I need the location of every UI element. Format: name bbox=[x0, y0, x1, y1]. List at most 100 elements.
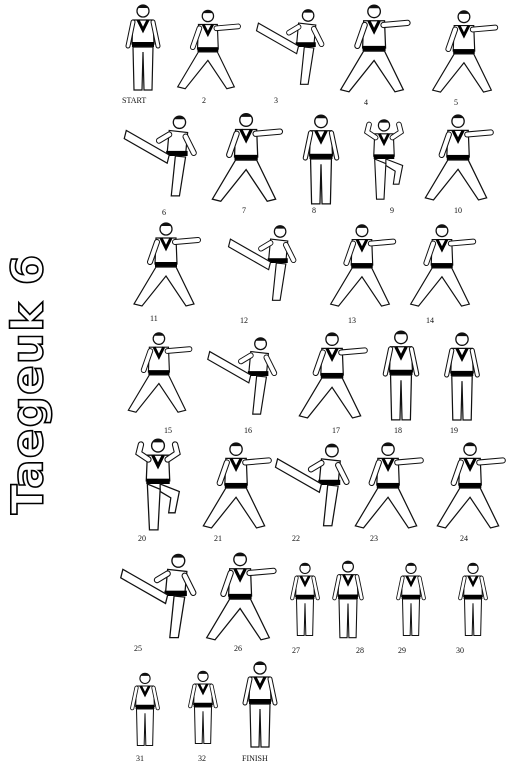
figure-drawing bbox=[125, 4, 161, 91]
figure-step bbox=[288, 552, 322, 646]
figure-step bbox=[290, 330, 370, 422]
figure-drawing bbox=[176, 9, 241, 90]
step-label: 13 bbox=[348, 316, 356, 325]
figure-step bbox=[116, 436, 200, 532]
form-diagram: START 2 3 bbox=[110, 0, 507, 767]
figure-step bbox=[330, 552, 366, 646]
figure-drawing bbox=[133, 222, 201, 307]
figure-drawing bbox=[396, 562, 426, 637]
figure-drawing bbox=[255, 9, 325, 85]
figure-step bbox=[248, 4, 330, 90]
figure-step bbox=[172, 6, 241, 94]
figure-step bbox=[264, 438, 358, 532]
step-label: 30 bbox=[456, 646, 464, 655]
step-label: 23 bbox=[370, 534, 378, 543]
figure-drawing bbox=[290, 562, 320, 637]
figure-drawing bbox=[458, 562, 488, 637]
step-label: 16 bbox=[244, 426, 252, 435]
figure-drawing bbox=[242, 661, 278, 748]
figure-drawing bbox=[205, 552, 277, 641]
figure-step bbox=[128, 664, 162, 754]
step-label: 32 bbox=[198, 754, 206, 763]
step-label: 31 bbox=[136, 754, 144, 763]
step-label: 22 bbox=[292, 534, 300, 543]
figure-step bbox=[186, 662, 220, 752]
figure-drawing bbox=[123, 115, 197, 197]
step-label: 19 bbox=[450, 426, 458, 435]
figure-step bbox=[196, 440, 272, 532]
step-label: 7 bbox=[242, 206, 246, 215]
step-label: 6 bbox=[162, 208, 166, 217]
step-label: 9 bbox=[390, 206, 394, 215]
step-label: 12 bbox=[240, 316, 248, 325]
figure-step bbox=[440, 330, 484, 422]
figure-drawing bbox=[130, 672, 160, 747]
figure-step bbox=[200, 550, 277, 644]
step-label: 29 bbox=[398, 646, 406, 655]
step-label: 3 bbox=[274, 96, 278, 105]
figure-drawing bbox=[354, 442, 424, 529]
step-label: 8 bbox=[312, 206, 316, 215]
figure-drawing bbox=[302, 114, 340, 205]
step-label: 25 bbox=[134, 644, 142, 653]
figure-drawing bbox=[431, 10, 499, 93]
step-label: 4 bbox=[364, 98, 368, 107]
figure-drawing bbox=[127, 332, 193, 413]
step-label: START bbox=[122, 96, 147, 105]
figure-drawing bbox=[298, 332, 368, 419]
figure-drawing bbox=[211, 112, 284, 203]
step-label: 15 bbox=[164, 426, 172, 435]
figure-step bbox=[456, 552, 490, 646]
title-area: Taegeuk 6 bbox=[0, 0, 56, 767]
step-label: FINISH bbox=[242, 754, 268, 763]
figure-step bbox=[430, 440, 506, 532]
form-title: Taegeuk 6 bbox=[2, 253, 55, 515]
figure-step bbox=[356, 110, 412, 208]
step-label: 26 bbox=[234, 644, 242, 653]
figure-drawing bbox=[339, 4, 411, 93]
step-label: 27 bbox=[292, 646, 300, 655]
step-label: 11 bbox=[150, 314, 158, 323]
figure-step bbox=[348, 440, 424, 532]
step-label: 24 bbox=[460, 534, 468, 543]
figure-drawing bbox=[364, 119, 404, 200]
figure-drawing bbox=[444, 332, 480, 421]
figure-drawing bbox=[188, 670, 218, 745]
figure-drawing bbox=[119, 553, 197, 639]
step-label: 14 bbox=[426, 316, 434, 325]
figure-step bbox=[116, 330, 198, 416]
step-label: 10 bbox=[454, 206, 462, 215]
step-label: 5 bbox=[454, 98, 458, 107]
figure-step bbox=[404, 222, 477, 310]
figure-drawing bbox=[424, 114, 494, 201]
figure-step bbox=[214, 220, 308, 306]
figure-step bbox=[332, 2, 412, 96]
step-label: 21 bbox=[214, 534, 222, 543]
figure-step bbox=[416, 112, 496, 204]
figure-drawing bbox=[382, 330, 420, 421]
figure-drawing bbox=[409, 224, 477, 307]
step-label: 18 bbox=[394, 426, 402, 435]
figure-step bbox=[240, 658, 280, 750]
figure-step bbox=[122, 2, 164, 92]
figure-step bbox=[296, 112, 346, 206]
figure-step bbox=[206, 110, 284, 206]
figure-drawing bbox=[202, 442, 272, 529]
figure-drawing bbox=[329, 224, 397, 307]
figure-step bbox=[114, 110, 204, 202]
step-label: 2 bbox=[202, 96, 206, 105]
figure-step bbox=[118, 548, 197, 644]
figure-step bbox=[196, 332, 286, 420]
figure-drawing bbox=[436, 442, 506, 529]
figure-step bbox=[118, 220, 210, 310]
figure-drawing bbox=[332, 560, 364, 639]
figure-step bbox=[380, 328, 422, 422]
figure-drawing bbox=[207, 337, 278, 415]
figure-step bbox=[426, 8, 499, 96]
step-label: 28 bbox=[356, 646, 364, 655]
figure-drawing bbox=[227, 225, 297, 301]
step-label: 17 bbox=[332, 426, 340, 435]
figure-drawing bbox=[274, 443, 350, 527]
figure-step bbox=[318, 222, 402, 310]
figure-step bbox=[394, 552, 428, 646]
